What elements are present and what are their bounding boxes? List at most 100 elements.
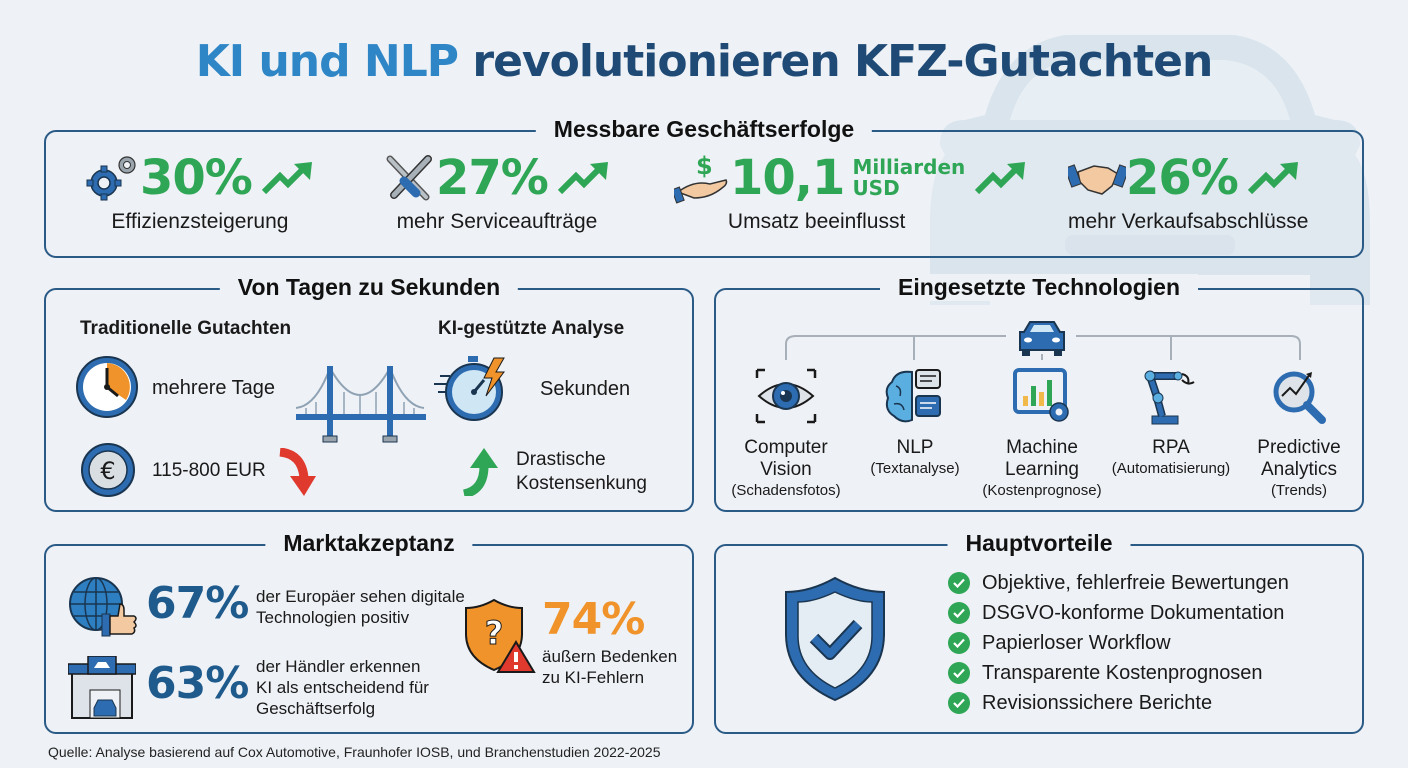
tech-name-line1: Computer xyxy=(744,437,828,458)
svg-text:$: $ xyxy=(696,152,713,180)
arrow-down-icon xyxy=(279,448,316,496)
stat-line1: äußern Bedenken xyxy=(542,647,678,666)
stat-line3: Geschäftserfolg xyxy=(256,699,376,718)
kpi-value: 26% xyxy=(1126,150,1239,206)
kpi-label: mehr Verkaufsabschlüsse xyxy=(1068,210,1309,233)
market-panel: Marktakzeptanz 67% der Europäer sehen di… xyxy=(44,530,694,734)
benefits-panel: Hauptvorteile Objektive, fehlerfreie Bew… xyxy=(714,530,1364,734)
svg-text:?: ? xyxy=(485,614,504,652)
tech-name-line1: RPA xyxy=(1152,437,1190,458)
brain-chat-icon xyxy=(885,369,941,423)
tech-name-line2: Learning xyxy=(1005,459,1079,480)
eye-icon xyxy=(755,368,817,424)
tech-name-line1: Machine xyxy=(1006,437,1078,458)
check-circle-icon xyxy=(948,662,970,684)
market-panel-title: Marktakzeptanz xyxy=(265,530,473,557)
page-title: KI und NLP revolutionieren KFZ-Gutachten xyxy=(0,36,1408,87)
kpi-label: Effizienzsteigerung xyxy=(111,210,289,233)
tech-name-line2: Analytics xyxy=(1260,459,1338,480)
tech-item-predictive-analytics: Predictive Analytics (Trends) xyxy=(1224,366,1374,500)
stat-line2: zu KI-Fehlern xyxy=(542,668,645,687)
stat-line1: der Europäer sehen digitale xyxy=(256,587,465,606)
kpi-label: mehr Serviceaufträge xyxy=(396,210,598,233)
tech-desc: (Automatisierung) xyxy=(1111,460,1231,477)
kpi-unit-line2: USD xyxy=(852,176,900,200)
benefit-text: Transparente Kostenprognosen xyxy=(982,661,1263,684)
benefit-item: Papierloser Workflow xyxy=(948,628,1289,658)
tech-desc: (Kostenprognose) xyxy=(982,482,1102,499)
kpi-value: 30% xyxy=(140,150,253,206)
benefit-text: DSGVO-konforme Dokumentation xyxy=(982,601,1285,624)
handshake-icon xyxy=(1068,164,1126,195)
kpi-unit-line1: Milliarden xyxy=(852,155,966,179)
kpi-value: 27% xyxy=(436,150,549,206)
speed-panel-title: Von Tagen zu Sekunden xyxy=(219,274,519,301)
traditional-time: mehrere Tage xyxy=(152,377,276,399)
speed-panel: Von Tagen zu Sekunden Traditionelle Guta… xyxy=(44,274,694,512)
stat-value: 67% xyxy=(146,578,249,629)
tech-name: Predictive Analytics xyxy=(1224,437,1374,481)
benefit-item: Transparente Kostenprognosen xyxy=(948,658,1289,688)
tools-icon xyxy=(386,155,432,201)
kpi-sales: 26% mehr Verkaufsabschlüsse xyxy=(1068,150,1308,250)
shield-warning-icon: ? xyxy=(465,598,536,673)
title-rest: revolutionieren KFZ-Gutachten xyxy=(458,36,1213,87)
tech-name: Computer Vision xyxy=(711,437,861,481)
tech-item-machine-learning: Machine Learning (Kostenprognose) xyxy=(967,366,1117,500)
tech-item-rpa: RPA (Automatisierung) xyxy=(1096,366,1246,478)
chart-gear-icon xyxy=(1013,368,1069,422)
stat-value: 63% xyxy=(146,658,249,709)
shield-check-icon xyxy=(785,576,885,702)
benefits-panel-title: Hauptvorteile xyxy=(947,530,1131,557)
success-panel: Messbare Geschäftserfolge 30% Effizienzs… xyxy=(44,116,1364,258)
stat-description: der Europäer sehen digitale Technologien… xyxy=(256,586,465,628)
gears-icon xyxy=(86,156,136,201)
tech-name-line1: NLP xyxy=(896,437,934,458)
check-circle-icon xyxy=(948,602,970,624)
money-hand-icon: $ xyxy=(674,152,728,204)
trend-up-icon xyxy=(1247,162,1298,195)
magnifier-trend-icon xyxy=(1273,371,1326,424)
tech-desc: (Schadensfotos) xyxy=(731,482,841,499)
check-circle-icon xyxy=(948,572,970,594)
euro-coin-icon: € xyxy=(81,443,135,497)
stopwatch-icon xyxy=(434,356,505,421)
benefit-text: Objektive, fehlerfreie Bewertungen xyxy=(982,571,1289,594)
tech-name: RPA xyxy=(1096,437,1246,459)
svg-text:€: € xyxy=(100,457,115,485)
tech-name: Machine Learning xyxy=(967,437,1117,481)
benefit-item: Revisionssichere Berichte xyxy=(948,688,1289,718)
kpi-efficiency: 30% Effizienzsteigerung xyxy=(84,150,316,250)
kpi-revenue: $ 10,1 Milliarden USD Umsatz beeinflusst xyxy=(674,150,1029,250)
check-circle-icon xyxy=(948,692,970,714)
arrow-up-icon xyxy=(462,448,498,496)
stat-line1: der Händler erkennen xyxy=(256,657,421,676)
benefits-list: Objektive, fehlerfreie Bewertungen DSGVO… xyxy=(948,568,1289,718)
benefit-text: Revisionssichere Berichte xyxy=(982,691,1213,714)
stat-line2: Technologien positiv xyxy=(256,608,410,627)
tech-panel-title: Eingesetzte Technologien xyxy=(880,274,1198,301)
benefit-item: DSGVO-konforme Dokumentation xyxy=(948,598,1289,628)
stat-line2: KI als entscheidend für xyxy=(256,678,429,697)
tech-desc: (Textanalyse) xyxy=(870,460,960,477)
traditional-heading: Traditionelle Gutachten xyxy=(80,318,292,339)
kpi-value: 10,1 xyxy=(730,150,845,206)
benefit-item: Objektive, fehlerfreie Bewertungen xyxy=(948,568,1289,598)
tech-desc: (Trends) xyxy=(1270,482,1328,499)
clock-icon xyxy=(76,356,138,418)
source-note: Quelle: Analyse basierend auf Cox Automo… xyxy=(48,744,661,760)
tech-name: NLP xyxy=(840,437,990,459)
kpi-service: 27% mehr Serviceaufträge xyxy=(382,150,612,250)
traditional-cost: 115-800 EUR xyxy=(152,460,266,481)
tech-name-line1: Predictive xyxy=(1257,437,1341,458)
ai-cost: Drastische Kostensenkung xyxy=(516,448,647,496)
tech-item-computer-vision: Computer Vision (Schadensfotos) xyxy=(711,366,861,500)
benefit-text: Papierloser Workflow xyxy=(982,631,1171,654)
car-icon xyxy=(1019,321,1065,356)
ai-cost-line2: Kostensenkung xyxy=(516,473,647,494)
stat-description: der Händler erkennen KI als entscheidend… xyxy=(256,656,429,719)
trend-up-icon xyxy=(557,162,608,195)
tech-item-nlp: NLP (Textanalyse) xyxy=(840,366,990,478)
ai-time: Sekunden xyxy=(540,378,631,400)
trend-up-icon xyxy=(975,162,1026,195)
